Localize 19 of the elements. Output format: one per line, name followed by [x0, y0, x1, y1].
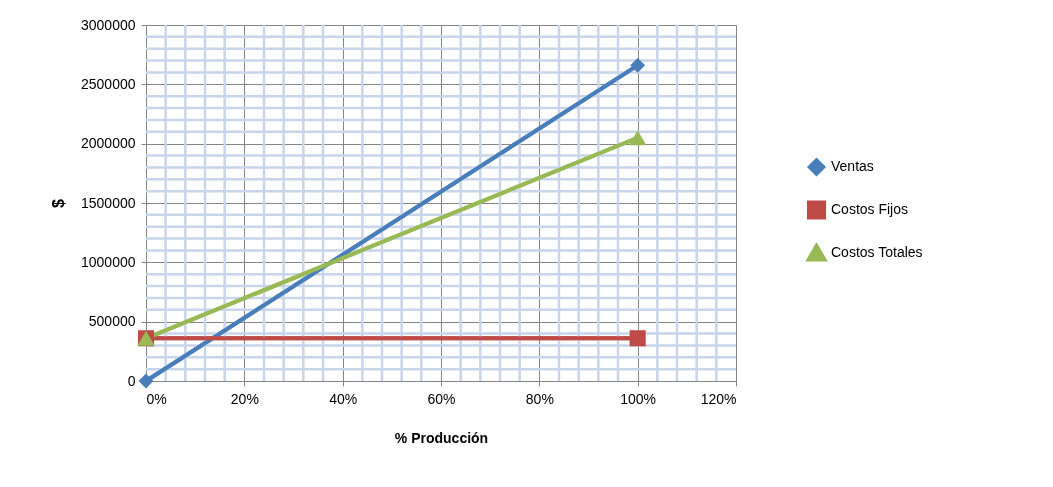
x-tick-label: 0% — [146, 390, 167, 407]
x-tick-label: 40% — [329, 390, 358, 407]
y-tick-label: 1500000 — [80, 194, 136, 211]
y-tick-label: 2000000 — [80, 135, 136, 152]
y-tick-label: 0 — [127, 372, 136, 389]
y-axis-title: $ — [50, 198, 67, 208]
y-tick-label: 1000000 — [80, 253, 136, 270]
x-tick-label: 120% — [700, 390, 737, 407]
legend-label: Ventas — [831, 158, 874, 174]
x-tick-label: 20% — [230, 390, 259, 407]
x-tick-label: 60% — [427, 390, 456, 407]
y-tick-label: 2500000 — [80, 75, 136, 92]
y-tick-label: 3000000 — [80, 16, 136, 33]
x-tick-label: 100% — [620, 390, 657, 407]
legend-label: Costos Fijos — [831, 201, 909, 217]
x-tick-label: 80% — [525, 390, 554, 407]
x-axis-title: % Producción — [394, 429, 489, 446]
legend-label: Costos Totales — [831, 243, 923, 260]
y-tick-label: 500000 — [88, 313, 136, 330]
